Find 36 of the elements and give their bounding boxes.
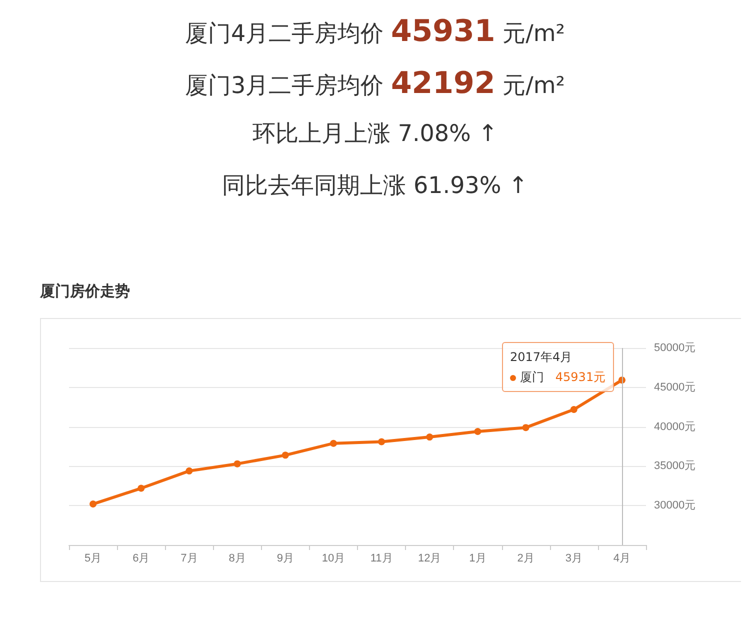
legend-label: 厦门 xyxy=(520,370,544,384)
point xyxy=(474,428,482,436)
point xyxy=(522,424,530,432)
y-tick-label: 45000元 xyxy=(654,381,696,394)
x-tick-label: 10月 xyxy=(322,552,346,564)
point xyxy=(378,438,386,446)
x-tick-label: 7月 xyxy=(180,552,198,564)
point xyxy=(426,434,434,441)
x-tick-label: 12月 xyxy=(418,552,442,564)
point xyxy=(138,484,145,492)
x-tick-label: 2月 xyxy=(517,552,534,564)
point xyxy=(570,406,578,414)
point xyxy=(186,467,193,474)
x-tick-label: 3月 xyxy=(565,552,582,564)
y-tick-label: 30000元 xyxy=(654,500,696,512)
chart-title: 厦门房价走势 xyxy=(40,282,130,301)
point xyxy=(282,452,289,459)
point xyxy=(330,440,337,447)
y-tick-label: 50000元 xyxy=(654,342,696,354)
annotation: 2017年4月 xyxy=(510,349,574,366)
y-tick-label: 40000元 xyxy=(654,420,696,433)
x-tick-label: 9月 xyxy=(276,552,294,564)
x-tick-label: 5月 xyxy=(84,552,102,564)
text: 厦门3月二手房均价 42192 元/m² xyxy=(184,66,566,101)
text: 同比去年同期上涨 61.93% ↑ xyxy=(221,172,529,201)
data-label: 45931元 xyxy=(555,370,606,384)
x-tick-label: 1月 xyxy=(469,552,486,564)
text: 厦门4月二手房均价 45931 元/m² xyxy=(184,14,566,49)
x-tick-label: 6月 xyxy=(132,552,150,564)
y-tick-label: 35000元 xyxy=(654,460,696,472)
text: 环比上月上涨 7.08% ↑ xyxy=(252,120,498,149)
x-tick-label: 8月 xyxy=(228,552,246,564)
x-tick-label: 11月 xyxy=(370,552,393,564)
point xyxy=(234,460,241,468)
point xyxy=(90,500,97,508)
x-tick-label: 4月 xyxy=(613,552,631,564)
